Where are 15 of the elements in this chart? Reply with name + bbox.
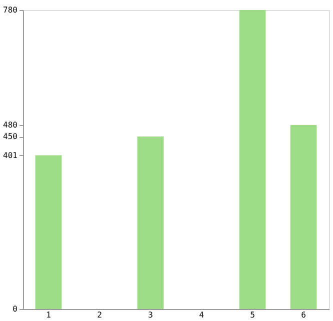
bar [239,10,266,309]
y-tick-label: 401 [3,150,18,160]
bar [35,155,62,309]
bar [137,136,164,309]
y-tick-label: 0 [12,304,18,314]
x-tick-label: 6 [301,310,306,320]
x-tick-label: 3 [148,310,154,320]
x-tick-label: 1 [46,310,52,320]
x-tick-label: 4 [199,310,204,320]
y-tick-label: 450 [3,132,18,141]
x-tick-label: 2 [97,310,102,320]
y-tick-label: 480 [3,120,18,130]
bar [290,125,317,309]
y-tick-label: 780 [3,6,18,14]
x-tick-label: 5 [250,310,256,320]
